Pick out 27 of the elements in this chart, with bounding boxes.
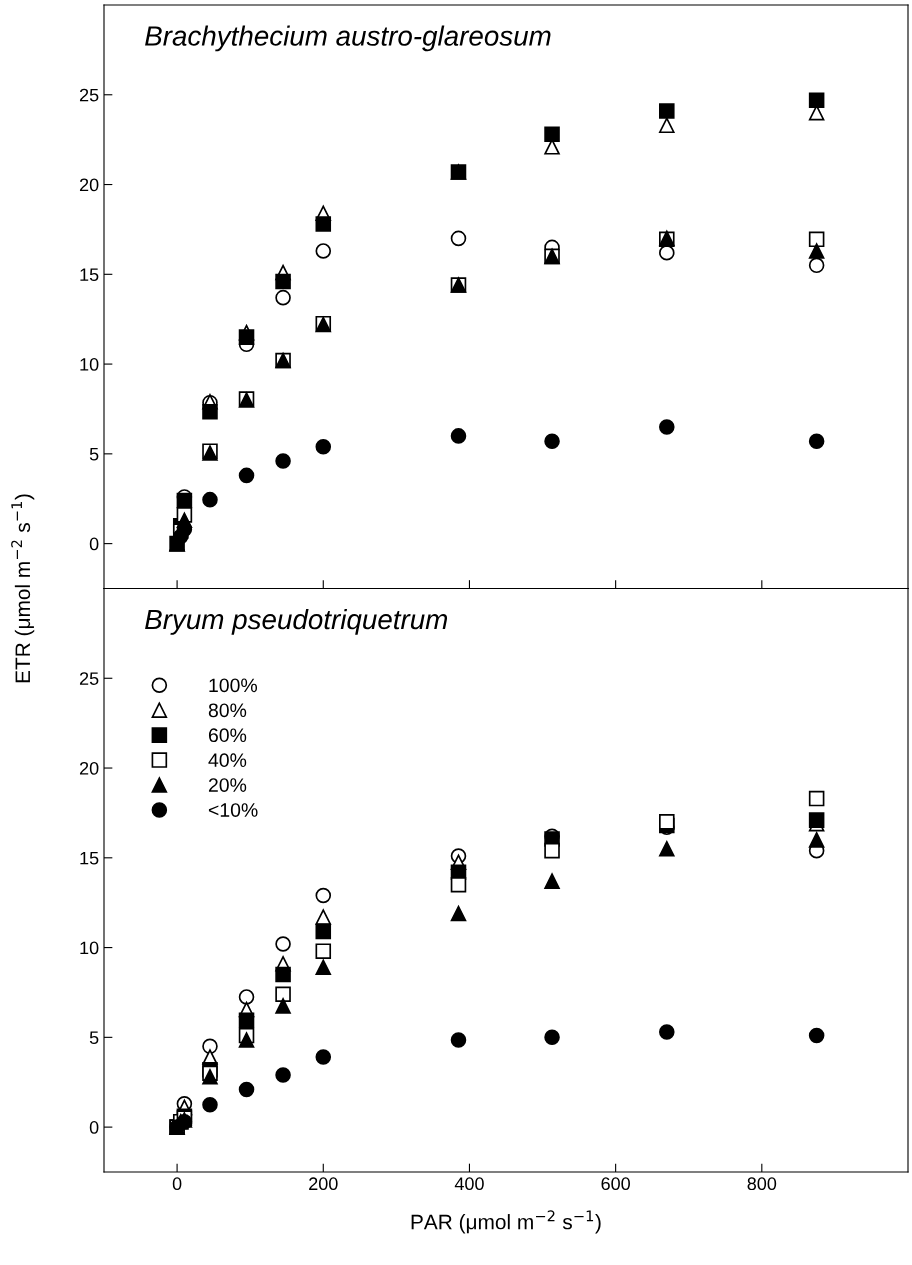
x-tick-label: 600 xyxy=(601,1177,630,1191)
y-axis-title: ETR (μmol m$^{−2}$ s$^{−1}$) xyxy=(11,494,35,683)
legend-label: 40% xyxy=(208,753,247,768)
y-tick-label: 15 xyxy=(80,268,99,282)
legend-label: 100% xyxy=(209,678,258,693)
legend-label: 60% xyxy=(208,728,247,743)
text: Brachythecium austro-glareosum xyxy=(145,25,551,52)
y-tick-label: 0 xyxy=(89,1121,99,1134)
y-tick-label: 5 xyxy=(89,1031,99,1045)
y-tick-label: 25 xyxy=(79,88,99,102)
x-tick-label: 0 xyxy=(172,1177,182,1191)
text: Bryum pseudotriquetrum xyxy=(145,608,448,635)
y-tick-label: 10 xyxy=(80,941,99,955)
x-axis-title: PAR (μmol m$^{−2}$ s$^{−1}$) xyxy=(411,1210,601,1234)
y-tick-label: 5 xyxy=(89,447,99,461)
y-tick-label: 10 xyxy=(80,358,99,371)
y-tick-label: 0 xyxy=(89,537,99,551)
y-tick-label: 15 xyxy=(80,851,99,865)
y-tick-label: 20 xyxy=(79,761,99,775)
legend-label: 20% xyxy=(208,778,247,792)
legend-label: <10% xyxy=(208,803,258,817)
x-tick-label: 400 xyxy=(454,1177,484,1191)
x-tick-label: 800 xyxy=(747,1177,777,1191)
y-tick-label: 25 xyxy=(79,672,99,685)
x-tick-label: 200 xyxy=(309,1177,338,1191)
y-tick-label: 20 xyxy=(79,178,99,192)
legend-label: 80% xyxy=(208,703,247,718)
